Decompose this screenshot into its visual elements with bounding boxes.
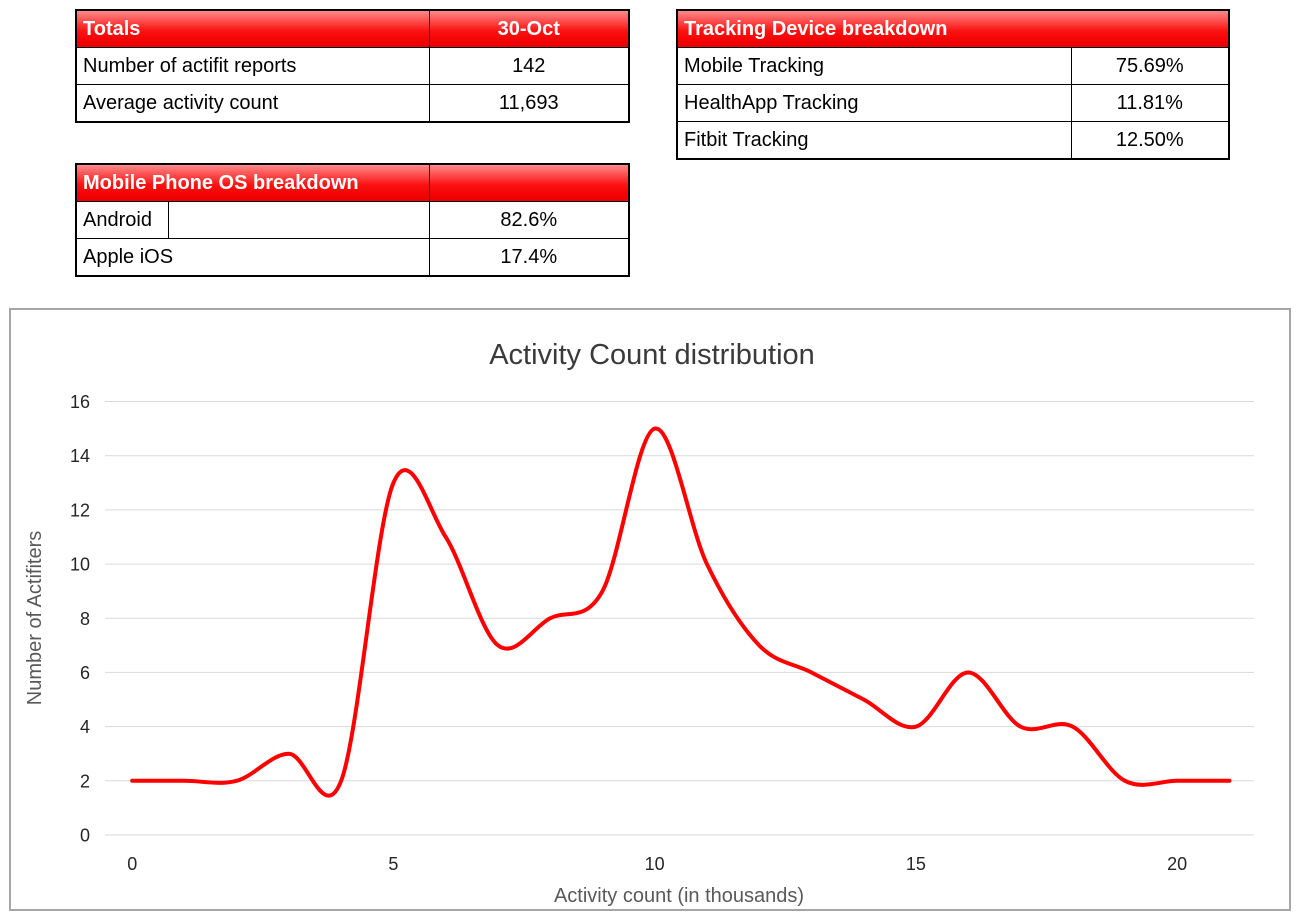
y-tick-label: 12 [70,500,90,520]
os-header-empty-cell[interactable] [428,163,630,202]
tracking-row-label[interactable]: Mobile Tracking [676,47,1072,85]
table-row: Android 82.6% [75,201,630,239]
y-tick-labels: 0 2 4 6 8 10 12 14 16 [70,392,90,846]
os-row-value[interactable]: 82.6% [428,201,630,239]
table-row: Number of actifit reports 142 [75,47,630,85]
os-row-label[interactable]: Apple iOS [75,238,430,277]
y-tick-label: 8 [80,609,90,629]
x-tick-label: 15 [906,854,926,874]
os-header-title-cell[interactable]: Mobile Phone OS breakdown [75,163,430,202]
totals-header-date-cell[interactable]: 30-Oct [428,9,630,48]
chart-title: Activity Count distribution [489,339,815,371]
x-tick-label: 10 [645,854,665,874]
cell-gridline [168,202,169,238]
os-row-label-text: Android [83,208,152,231]
x-tick-label: 5 [388,854,398,874]
x-tick-labels: 0 5 10 15 20 [127,854,1187,874]
table-row: Apple iOS 17.4% [75,238,630,277]
tracking-row-value[interactable]: 12.50% [1070,121,1230,160]
totals-header-title-cell[interactable]: Totals [75,9,430,48]
y-tick-label: 10 [70,555,90,575]
x-tick-label: 20 [1167,854,1187,874]
table-row: Mobile Tracking 75.69% [676,47,1230,85]
y-axis-title: Number of Actifiters [24,531,46,706]
series-line [130,426,1232,798]
chart-canvas: 0 2 4 6 8 10 12 14 16 0 5 10 15 20 Activity Count di… [24,339,1254,907]
activity-distribution-chart[interactable]: 0 2 4 6 8 10 12 14 16 0 5 10 15 20 Activity Count di… [9,308,1291,911]
gridlines [105,401,1254,836]
os-row-value[interactable]: 17.4% [428,238,630,277]
y-tick-label: 14 [70,446,90,466]
tracking-row-value[interactable]: 11.81% [1070,84,1230,122]
y-tick-label: 6 [80,663,90,683]
totals-row-value[interactable]: 142 [428,47,630,85]
tracking-row-value[interactable]: 75.69% [1070,47,1230,85]
table-row: Average activity count 11,693 [75,84,630,123]
table-row: Fitbit Tracking 12.50% [676,121,1230,160]
y-tick-label: 16 [70,392,90,412]
totals-row-value[interactable]: 11,693 [428,84,630,123]
x-tick-label: 0 [127,854,137,874]
y-tick-label: 2 [80,771,90,791]
totals-row-label[interactable]: Number of actifit reports [75,47,430,85]
tracking-header-title-cell[interactable]: Tracking Device breakdown [676,9,1230,48]
tracking-row-label[interactable]: Fitbit Tracking [676,121,1072,160]
x-axis-title: Activity count (in thousands) [554,885,804,907]
totals-row-label[interactable]: Average activity count [75,84,430,123]
os-breakdown-table: Mobile Phone OS breakdown Android 82.6% … [75,163,630,277]
totals-table: Totals 30-Oct Number of actifit reports … [75,9,630,123]
tracking-breakdown-table: Tracking Device breakdown Mobile Trackin… [676,9,1230,160]
tracking-row-label[interactable]: HealthApp Tracking [676,84,1072,122]
y-tick-label: 4 [80,717,90,737]
os-row-label[interactable]: Android [75,201,430,239]
table-row: HealthApp Tracking 11.81% [676,84,1230,122]
y-tick-label: 0 [80,826,90,846]
